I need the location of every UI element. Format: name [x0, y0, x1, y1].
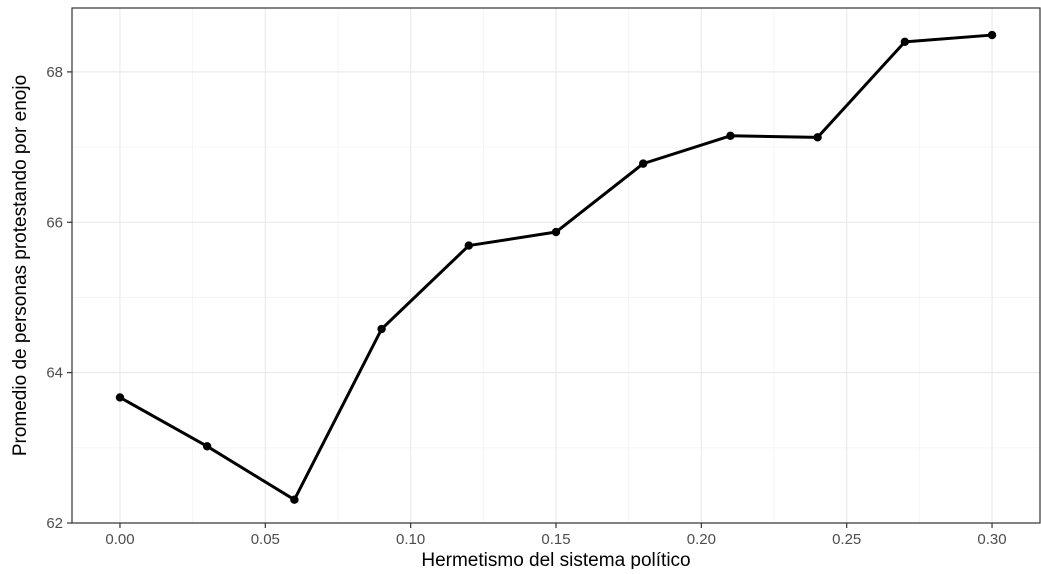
data-point: [900, 37, 910, 47]
data-point: [202, 442, 212, 451]
data-point: [551, 227, 561, 237]
y-tick-label: 66: [46, 214, 63, 231]
axes: 0.00 0.05 0.10 0.15 0.20 0.25 0.30 62 64 66 68: [46, 64, 1006, 548]
data-point: [377, 324, 386, 334]
data-point: [726, 131, 735, 141]
y-tick-label: 62: [46, 515, 63, 532]
x-axis-title: Hermetismo del sistema político: [421, 550, 690, 569]
data-point: [639, 159, 648, 168]
y-axis-title: Promedio de personas protestando por eno…: [10, 75, 31, 456]
y-tick-label: 64: [46, 365, 63, 382]
x-tick-label: 0.20: [687, 531, 716, 548]
data-point: [987, 30, 997, 40]
data-series: [115, 30, 997, 504]
x-tick-label: 0.05: [251, 531, 280, 548]
x-tick-label: 0.10: [396, 531, 425, 548]
data-point: [464, 241, 473, 250]
x-tick-label: 0.15: [541, 531, 570, 548]
y-tick-label: 68: [46, 64, 63, 81]
x-tick-label: 0.00: [105, 531, 134, 548]
x-tick-label: 0.30: [977, 531, 1006, 548]
data-point: [813, 133, 822, 142]
data-point: [290, 495, 299, 504]
grid-lines: [72, 8, 1040, 524]
data-point: [115, 393, 125, 402]
x-tick-label: 0.25: [832, 531, 861, 548]
